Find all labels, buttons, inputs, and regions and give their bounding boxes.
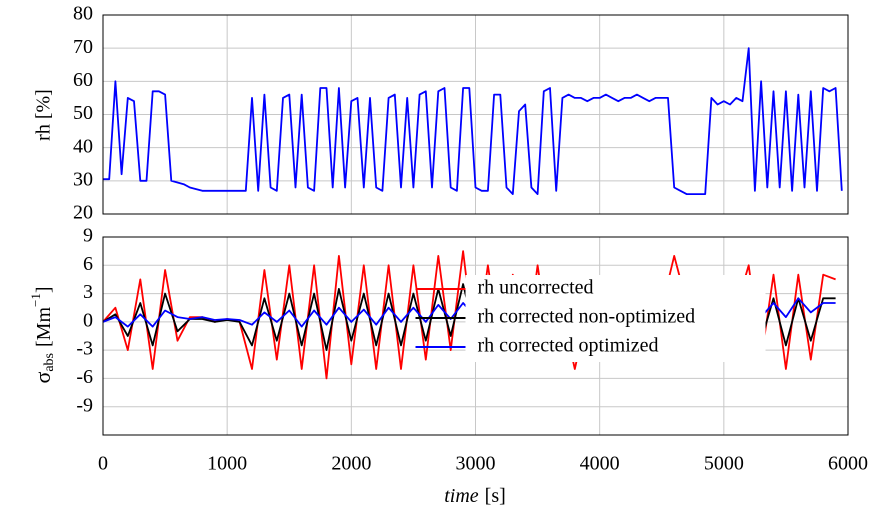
y-label-unit: [Mm xyxy=(33,307,55,347)
legend-label: rh corrected non-optimized xyxy=(478,306,696,328)
x-tick-label: 2000 xyxy=(331,453,371,475)
y-tick-label: -6 xyxy=(76,366,93,388)
y-tick-label: 40 xyxy=(73,135,93,157)
legend-label: rh uncorrected xyxy=(478,277,594,299)
x-tick-label: 0 xyxy=(98,453,108,475)
x-tick-label: 1000 xyxy=(207,453,247,475)
y-tick-label: -9 xyxy=(76,394,93,416)
y-tick-label: 30 xyxy=(73,168,93,190)
x-tick-label: 6000 xyxy=(828,453,868,475)
y-axis-label: rh [%] xyxy=(33,89,55,141)
y-tick-label: 0 xyxy=(83,309,93,331)
y-tick-label: 20 xyxy=(73,202,93,224)
legend-label: rh corrected optimized xyxy=(478,335,659,357)
x-tick-label: 3000 xyxy=(456,453,496,475)
y-tick-label: -3 xyxy=(76,338,93,360)
y-label-close: ] xyxy=(33,286,55,293)
y-tick-label: 70 xyxy=(73,36,93,58)
plot-frame xyxy=(102,236,849,436)
x-tick-label: 5000 xyxy=(704,453,744,475)
plot-frame xyxy=(102,14,849,215)
x-label-unit: [s] xyxy=(485,485,506,507)
legend-background xyxy=(465,275,766,362)
data-line xyxy=(103,47,843,195)
y-label-superscript: −1 xyxy=(28,293,43,307)
y-tick-label: 9 xyxy=(83,225,93,247)
y-label-subscript: abs xyxy=(42,353,57,372)
y-tick-label: 6 xyxy=(83,253,93,275)
y-label-symbol: σ xyxy=(30,372,55,384)
y-axis-label: σabs [Mm−1] xyxy=(28,286,57,383)
y-tick-label: 80 xyxy=(73,3,93,25)
y-tick-label: 3 xyxy=(83,281,93,303)
y-tick-label: 60 xyxy=(73,69,93,91)
x-label-name: time xyxy=(444,485,479,507)
x-axis-label: time [s] xyxy=(444,485,506,507)
y-tick-label: 50 xyxy=(73,102,93,124)
x-tick-label: 4000 xyxy=(580,453,620,475)
